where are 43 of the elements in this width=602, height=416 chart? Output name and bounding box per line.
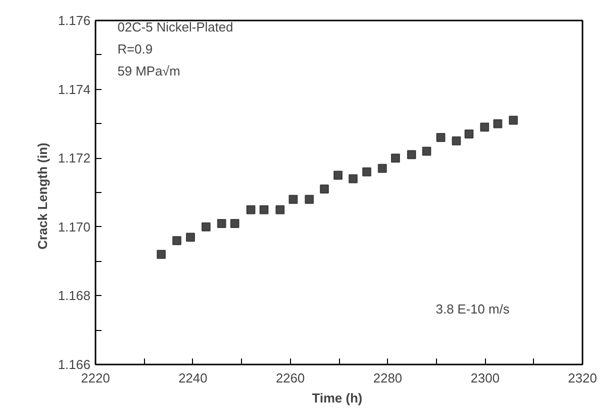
point xyxy=(348,174,358,184)
annotation: 02C-5 Nickel-Plated xyxy=(118,20,234,34)
point xyxy=(172,236,182,246)
point xyxy=(217,218,226,228)
point xyxy=(246,205,256,214)
point xyxy=(508,116,518,125)
x-tick-label: 2240 xyxy=(178,370,208,386)
point xyxy=(407,150,416,160)
point xyxy=(390,154,400,163)
point xyxy=(186,232,195,242)
point xyxy=(156,250,166,259)
point xyxy=(202,222,211,232)
point xyxy=(334,170,343,180)
annotation: 59 MPa√m xyxy=(118,64,180,78)
point xyxy=(362,167,372,176)
x-tick-label: 2260 xyxy=(276,370,305,386)
y-tick-label: 1.176 xyxy=(58,13,91,28)
x-tick-label: 2320 xyxy=(568,370,597,386)
point xyxy=(230,218,240,228)
point xyxy=(493,119,502,128)
point xyxy=(480,122,490,132)
point xyxy=(436,132,446,142)
point xyxy=(378,164,387,173)
x-tick-label: 2300 xyxy=(470,370,500,386)
annotation: 3.8 E-10 m/s xyxy=(436,301,510,316)
y-tick-label: 1.172 xyxy=(58,150,91,166)
x-axis-title: Time (h) xyxy=(312,390,362,406)
x-tick-label: 2280 xyxy=(373,370,402,386)
point xyxy=(260,205,268,214)
point xyxy=(452,136,461,146)
y-axis-title: Crack Length (in) xyxy=(34,142,50,250)
point xyxy=(276,205,285,214)
point xyxy=(304,194,314,204)
point xyxy=(320,184,329,194)
point xyxy=(288,194,298,204)
y-tick-label: 1.166 xyxy=(58,357,91,372)
x-tick-label: 2220 xyxy=(81,370,110,386)
annotation: R=0.9 xyxy=(118,42,153,56)
y-tick-label: 1.168 xyxy=(58,288,91,304)
point xyxy=(464,130,474,139)
y-tick-label: 1.174 xyxy=(58,82,91,97)
point xyxy=(422,146,432,156)
y-tick-label: 1.170 xyxy=(58,219,91,234)
